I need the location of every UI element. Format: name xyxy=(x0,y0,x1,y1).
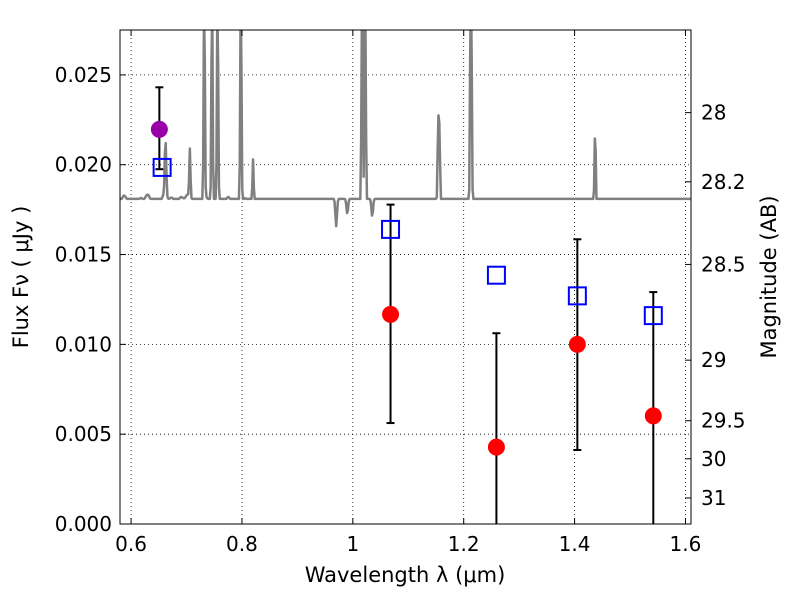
x-axis-label: Wavelength λ (μm) xyxy=(305,563,506,587)
axis-ticks: 0.6 0.8 1 1.2 1.4 1.6 0.000 0.005 0.010 0.015 0.02… xyxy=(55,30,746,556)
data-point xyxy=(150,120,168,138)
x-tick-label: 0.8 xyxy=(226,532,258,556)
right-tick-label: 28.5 xyxy=(701,252,746,276)
y-tick-label: 0.015 xyxy=(55,243,112,267)
y-tick-label: 0.010 xyxy=(55,332,112,356)
y-axis-label: Flux Fν ( μJy ) xyxy=(9,206,33,349)
x-tick-label: 0.6 xyxy=(115,532,147,556)
model-point xyxy=(486,265,506,285)
right-tick-label: 29 xyxy=(701,348,726,372)
model-point xyxy=(643,306,663,326)
y-axis-right-label: Magnitude (AB) xyxy=(757,195,781,358)
data-point xyxy=(644,407,662,425)
x-tick-label: 1.4 xyxy=(559,532,591,556)
right-tick-label: 28.2 xyxy=(701,170,746,194)
x-tick-label: 1 xyxy=(346,532,359,556)
y-tick-label: 0.005 xyxy=(55,422,112,446)
right-tick-label: 29.5 xyxy=(701,409,746,433)
x-tick-label: 1.2 xyxy=(448,532,480,556)
spectrum-line xyxy=(120,30,691,228)
model-point xyxy=(567,286,587,306)
right-tick-label: 31 xyxy=(701,486,726,510)
right-tick-label: 30 xyxy=(701,447,726,471)
y-tick-label: 0.025 xyxy=(55,63,112,87)
plot-frame xyxy=(119,29,692,525)
right-tick-label: 28 xyxy=(701,101,726,125)
model-point xyxy=(381,219,401,239)
data-point xyxy=(568,335,586,353)
plot-area xyxy=(120,30,691,524)
x-tick-label: 1.6 xyxy=(670,532,702,556)
y-tick-label: 0.020 xyxy=(55,153,112,177)
y-tick-label: 0.000 xyxy=(55,512,112,536)
data-point xyxy=(382,305,400,323)
data-point xyxy=(487,438,505,456)
model-point xyxy=(152,157,172,177)
